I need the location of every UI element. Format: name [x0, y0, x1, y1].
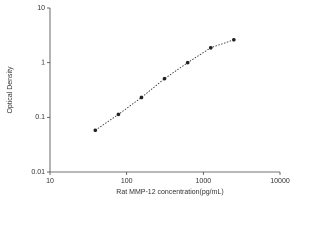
x-axis-label: Rat MMP-12 concentration(pg/mL)	[116, 189, 223, 196]
x-tick-label: 10000	[270, 178, 290, 185]
data-point	[185, 60, 190, 65]
x-tick-label: 1000	[196, 178, 212, 185]
data-point	[208, 46, 213, 50]
y-tick-label: 10	[37, 5, 45, 12]
y-tick-label: 1	[41, 60, 45, 67]
fit-line	[95, 39, 234, 131]
y-tick-label: 0.01	[31, 169, 45, 176]
data-point	[162, 76, 167, 81]
y-axis-label: Optical Density	[7, 66, 14, 114]
data-point	[116, 112, 121, 117]
x-tick-label: 10	[46, 178, 54, 185]
data-point	[139, 95, 144, 100]
x-tick-label: 100	[121, 178, 133, 185]
data-point	[232, 37, 236, 42]
chart: Rat MMP-12 concentration(pg/mL) Optical …	[7, 5, 290, 196]
y-tick-label: 0.1	[35, 114, 45, 121]
data-point	[93, 128, 98, 133]
